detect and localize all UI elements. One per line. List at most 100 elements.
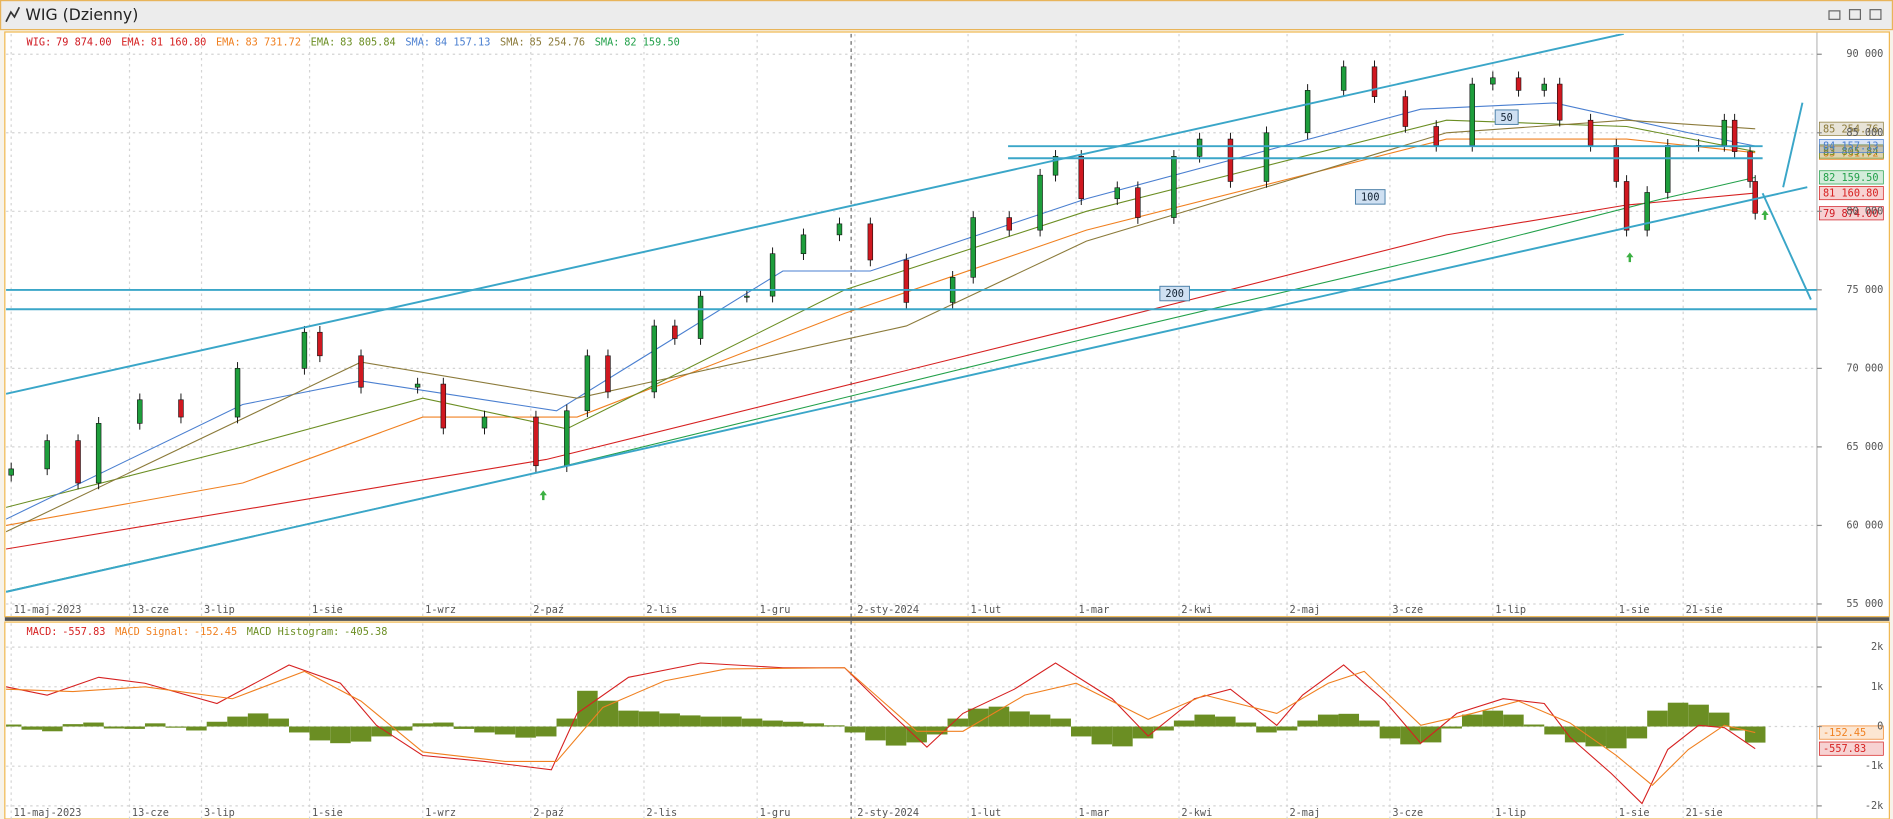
indicator-line [6,138,1756,526]
candle-body [744,295,750,298]
y-tick-label: 55 000 [1846,598,1883,610]
histogram-bar [1400,726,1421,745]
candle-body [1340,66,1347,91]
close-button[interactable] [1869,9,1882,20]
candle-body [1541,83,1547,91]
legend-name: MACD: [27,626,58,638]
histogram-bar [782,721,804,727]
histogram-bar [885,726,907,746]
price-label: -557.83 [1823,743,1866,755]
restore-button[interactable] [1848,9,1862,20]
x-tick-label: 1-lut [970,604,1001,616]
histogram-bar [968,708,989,727]
macd-plot [6,623,1817,819]
y-tick-label: 65 000 [1846,441,1883,453]
legend-value: 82 159.50 [624,36,680,48]
x-tick-label: 2-lis [646,807,677,819]
histogram-bar [1132,726,1154,739]
main-plot [6,33,1817,617]
histogram-bar [1317,714,1339,727]
x-tick-label: 1-sie [312,604,343,616]
legend-name: WIG: [27,36,52,48]
candle-body [301,331,308,369]
x-tick-label: 2-sty-2024 [857,604,919,616]
y-tick-label: 0 [1877,721,1883,733]
histogram-bar [165,726,187,728]
x-tick-label: 2-kwi [1181,604,1212,616]
x-tick-label: 2-maj [1289,604,1320,616]
histogram-bar [350,726,372,742]
trendline [6,33,1624,395]
histogram-bar [21,726,43,730]
histogram-bar [659,713,680,727]
legend-value: -152.45 [194,626,237,638]
x-tick-label: 1-wrz [425,807,456,819]
annotation: 200 [1165,288,1184,300]
candle-body [1433,126,1439,146]
candle-body [867,223,874,261]
histogram-bar [6,724,22,727]
candle-body [1135,187,1141,218]
minimize-button[interactable] [1828,10,1841,20]
y-tick-label: 60 000 [1846,519,1883,531]
x-tick-label: 1-mar [1079,604,1110,616]
histogram-bar [1523,724,1545,727]
histogram-bar [1744,726,1766,743]
candle-body [903,259,910,303]
candle-body [1078,156,1084,200]
histogram-bar [597,700,619,727]
histogram-bar [186,726,207,731]
histogram-bar [577,690,598,727]
indicator-line [6,662,1756,805]
legend-value: 85 254.76 [530,36,586,48]
y-tick-label: 1k [1871,681,1884,693]
legend-name: SMA: [595,36,620,48]
annotation-box [1494,109,1519,125]
x-tick-label: 11-maj-2023 [14,807,82,819]
histogram-bar [906,726,927,743]
macd-panel [4,621,1890,819]
histogram-bar [83,722,104,727]
candle-body [1052,156,1059,176]
x-tick-label: 2-kwi [1181,807,1212,819]
price-label: 84 157.13 [1823,141,1879,153]
candle-body [137,399,143,424]
histogram-bar [638,711,660,727]
histogram-bar [556,718,578,727]
candle-body [1731,119,1738,152]
histogram-bar [247,713,269,727]
projection-line [1761,192,1812,300]
y-tick-label: -2k [1865,800,1884,812]
x-tick-label: 1-gru [760,604,791,616]
price-label: -152.45 [1823,727,1866,739]
histogram-bar [762,720,783,727]
legend-name: SMA: [405,36,430,48]
price-label: 81 160.80 [1823,188,1879,200]
indicator-line [6,102,1756,520]
histogram-bar [1256,726,1277,733]
candle-body [605,355,611,393]
candle-body [1665,145,1671,193]
candle-body [1469,83,1475,146]
candle-body [1171,156,1177,218]
histogram-bar [1215,716,1236,727]
legend-value: -405.38 [344,626,387,638]
candle-body [651,325,657,393]
candle-body [1263,132,1270,182]
legend-name: MACD Histogram: [247,626,340,638]
price-label-box [1818,170,1884,185]
candle-body [1644,192,1650,231]
x-tick-label: 21-sie [1686,807,1723,819]
histogram-bar [330,726,351,744]
y-tick-label: -1k [1865,760,1884,772]
x-tick-label: 21-sie [1686,604,1723,616]
legend-value: -557.83 [62,626,105,638]
candle-body [672,325,678,339]
histogram-bar [700,716,722,727]
histogram-bar [1688,704,1709,727]
price-label-box [1818,186,1884,201]
histogram-bar [824,725,845,727]
candle-body [1371,66,1378,97]
window-buttons[interactable] [1828,9,1882,20]
price-label: 79 874.00 [1823,208,1879,220]
